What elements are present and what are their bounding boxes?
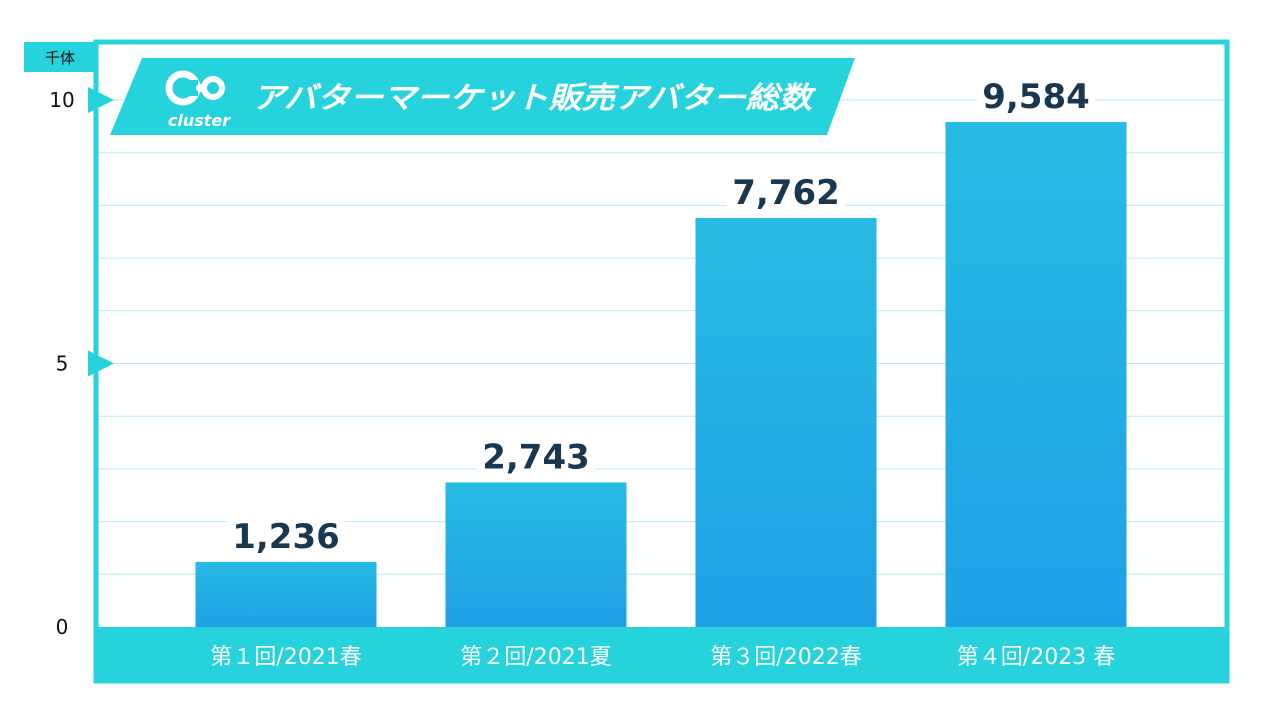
value-label: 9,584 bbox=[982, 77, 1090, 117]
category-label: 第３回/2022春 bbox=[710, 645, 861, 670]
cluster-logo-icon bbox=[165, 70, 225, 106]
bar bbox=[695, 217, 877, 627]
y-tick-marker-icon bbox=[88, 350, 114, 377]
brand-name: cluster bbox=[168, 111, 231, 130]
x-axis-band bbox=[96, 627, 1227, 681]
value-label: 1,236 bbox=[232, 517, 340, 557]
value-label-background bbox=[727, 167, 845, 212]
unit-label-box bbox=[24, 42, 96, 72]
y-tick-label: 5 bbox=[56, 352, 69, 376]
category-label: 第１回/2021春 bbox=[210, 645, 361, 670]
y-axis-ticks: 0 5 10 bbox=[49, 87, 114, 639]
y-tick-label: 10 bbox=[49, 88, 74, 112]
y-tick-marker-icon bbox=[88, 87, 114, 113]
value-label-background bbox=[477, 432, 595, 477]
value-label: 2,743 bbox=[482, 437, 590, 477]
bar bbox=[195, 561, 377, 627]
value-label-background bbox=[227, 511, 345, 556]
y-tick-label: 0 bbox=[56, 615, 69, 639]
chart-title: アバターマーケット販売アバター総数 bbox=[252, 81, 816, 116]
unit-label: 千体 bbox=[45, 49, 75, 67]
bars: 1,236 2,743 7,762 9,584 bbox=[195, 71, 1127, 627]
value-label: 7,762 bbox=[732, 173, 840, 213]
title-banner bbox=[110, 58, 855, 135]
value-label-background bbox=[977, 71, 1095, 116]
bar bbox=[945, 121, 1127, 627]
category-label: 第４回/2023 春 bbox=[957, 645, 1115, 670]
bar bbox=[445, 482, 627, 627]
category-label: 第２回/2021夏 bbox=[460, 645, 611, 670]
category-labels: 第１回/2021春 第２回/2021夏 第３回/2022春 第４回/2023 春 bbox=[210, 645, 1115, 670]
